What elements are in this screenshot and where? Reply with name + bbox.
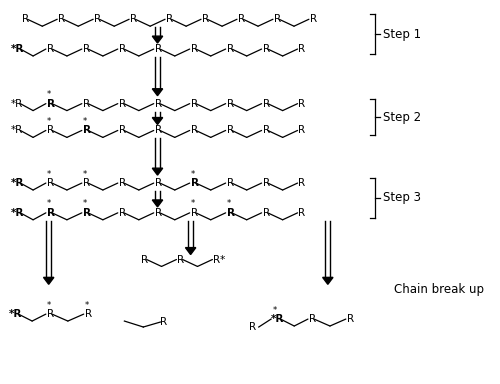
Text: R: R [190, 44, 198, 54]
Text: R: R [118, 126, 126, 136]
Text: *: * [46, 170, 51, 179]
Text: *R: *R [9, 309, 22, 319]
Text: R: R [238, 14, 245, 24]
Text: R: R [142, 255, 148, 265]
Text: R: R [202, 14, 209, 24]
Text: *: * [46, 301, 51, 310]
Text: R: R [298, 44, 306, 54]
Text: R: R [262, 44, 270, 54]
Text: R: R [274, 14, 281, 24]
Text: *: * [272, 306, 277, 314]
Text: *: * [82, 117, 87, 126]
Text: R: R [250, 322, 256, 332]
Text: R: R [22, 14, 30, 24]
Text: R: R [47, 99, 55, 109]
Text: R: R [190, 99, 198, 109]
Text: R: R [118, 44, 126, 54]
Text: R: R [118, 208, 126, 218]
Text: *: * [46, 199, 51, 209]
Text: *: * [46, 90, 51, 99]
Text: R: R [47, 44, 54, 54]
Text: *R: *R [11, 44, 24, 54]
Polygon shape [186, 248, 196, 255]
Polygon shape [152, 89, 162, 96]
Text: R: R [226, 44, 234, 54]
Text: R: R [262, 208, 270, 218]
Text: *: * [46, 117, 51, 126]
Text: R: R [47, 309, 54, 319]
Text: *R: *R [11, 178, 24, 188]
Text: R: R [190, 178, 198, 188]
Polygon shape [322, 277, 333, 284]
Text: R: R [298, 178, 306, 188]
Text: R: R [262, 99, 270, 109]
Text: R: R [58, 14, 66, 24]
Text: R*: R* [214, 255, 226, 265]
Text: *: * [190, 170, 194, 179]
Text: R: R [83, 126, 91, 136]
Text: R: R [226, 178, 234, 188]
Text: R: R [309, 314, 316, 324]
Text: R: R [262, 178, 270, 188]
Text: R: R [83, 208, 91, 218]
Text: R: R [84, 309, 92, 319]
Text: R: R [310, 14, 317, 24]
Text: R: R [346, 314, 354, 324]
Text: *: * [226, 199, 230, 209]
Text: R: R [154, 178, 162, 188]
Text: *R: *R [11, 99, 23, 109]
Text: R: R [47, 178, 54, 188]
Text: R: R [298, 99, 306, 109]
Text: R: R [190, 208, 198, 218]
Text: R: R [298, 208, 306, 218]
Text: Step 2: Step 2 [382, 111, 421, 124]
Text: R: R [226, 126, 234, 136]
Text: R: R [47, 126, 54, 136]
Text: R: R [83, 178, 90, 188]
Polygon shape [44, 277, 54, 284]
Text: R: R [226, 99, 234, 109]
Text: *R: *R [11, 208, 24, 218]
Text: R: R [94, 14, 101, 24]
Text: R: R [83, 44, 90, 54]
Text: *R: *R [271, 314, 284, 324]
Text: *: * [190, 199, 194, 209]
Text: R: R [154, 99, 162, 109]
Text: *R: *R [11, 126, 23, 136]
Text: R: R [154, 44, 162, 54]
Text: R: R [47, 208, 55, 218]
Text: R: R [262, 126, 270, 136]
Text: R: R [166, 14, 173, 24]
Text: *: * [82, 199, 87, 209]
Polygon shape [152, 118, 162, 124]
Text: Step 3: Step 3 [382, 192, 420, 204]
Polygon shape [152, 168, 162, 175]
Text: R: R [154, 208, 162, 218]
Text: R: R [154, 126, 162, 136]
Text: R: R [178, 255, 184, 265]
Text: R: R [160, 317, 168, 327]
Text: *: * [84, 301, 88, 310]
Text: R: R [118, 99, 126, 109]
Text: R: R [83, 99, 90, 109]
Text: Step 1: Step 1 [382, 28, 421, 41]
Polygon shape [152, 200, 162, 207]
Text: R: R [226, 208, 234, 218]
Text: R: R [298, 126, 306, 136]
Polygon shape [152, 36, 162, 43]
Text: R: R [190, 126, 198, 136]
Text: R: R [118, 178, 126, 188]
Text: R: R [130, 14, 137, 24]
Text: Chain break up: Chain break up [394, 283, 484, 296]
Text: *: * [82, 170, 87, 179]
